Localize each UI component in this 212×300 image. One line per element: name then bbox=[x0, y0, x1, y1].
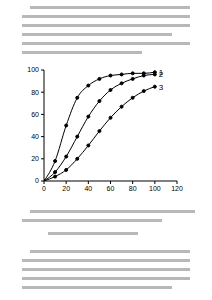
svg-text:80: 80 bbox=[31, 89, 39, 96]
svg-text:20: 20 bbox=[31, 155, 39, 162]
svg-text:40: 40 bbox=[84, 185, 92, 192]
svg-text:2: 2 bbox=[159, 70, 164, 79]
svg-text:60: 60 bbox=[107, 185, 115, 192]
svg-text:0: 0 bbox=[42, 185, 46, 192]
svg-text:120: 120 bbox=[171, 185, 183, 192]
svg-text:20: 20 bbox=[62, 185, 70, 192]
svg-text:100: 100 bbox=[149, 185, 161, 192]
svg-text:100: 100 bbox=[27, 66, 39, 73]
svg-text:60: 60 bbox=[31, 111, 39, 118]
svg-text:80: 80 bbox=[129, 185, 137, 192]
svg-text:3: 3 bbox=[159, 83, 164, 92]
svg-text:40: 40 bbox=[31, 133, 39, 140]
svg-text:0: 0 bbox=[35, 177, 39, 184]
